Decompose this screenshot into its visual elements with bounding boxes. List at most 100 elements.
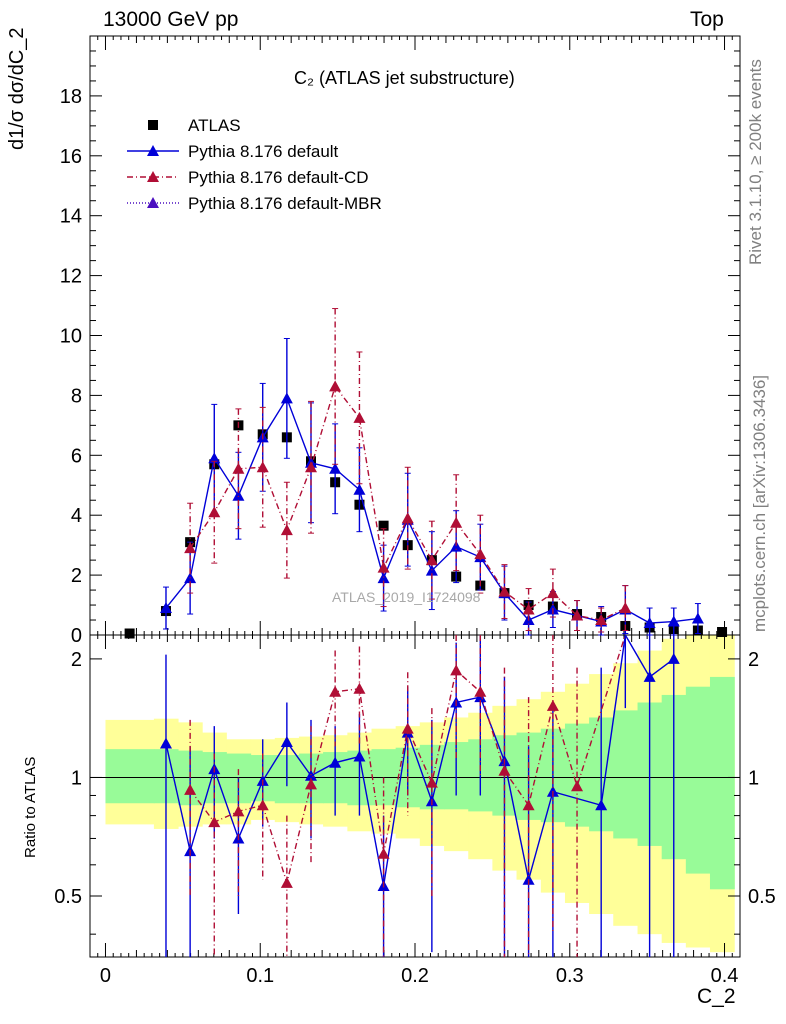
data-series [124,308,728,957]
data-point [377,561,390,573]
ratio-line [189,634,626,886]
x-tick-label: 0.4 [711,965,739,987]
ratio-point [280,736,293,748]
data-point [280,392,293,404]
data-point [667,615,680,627]
data-point [353,411,366,423]
data-point [232,462,245,474]
ratio-point [280,876,293,888]
mcplots-label: mcplots.cern.ch [arXiv:1306.3436] [750,374,769,632]
legend-marker [147,171,159,182]
data-point [378,520,389,531]
data-point [280,524,293,536]
y-tick-label: 8 [71,385,82,407]
ratio-point [159,737,172,749]
plot-title: C₂ (ATLAS jet substructure) [294,68,515,88]
series-2 [184,308,632,633]
data-point [159,602,172,614]
green-band-bin [709,676,735,890]
data-point [546,587,559,599]
y-tick-label: 6 [71,445,82,467]
data-point [305,461,317,473]
y-tick-label: 16 [60,146,82,168]
data-point [353,483,366,495]
green-band-bin [613,710,639,839]
uncertainty-bands [105,635,735,953]
ratio-point [305,769,317,781]
data-point [691,612,704,624]
ratio-point [232,805,245,817]
rivet-version-label: Rivet 3.1.10, ≥ 200k events [746,59,765,265]
green-band-bin [685,686,711,874]
x-tick-label: 0.1 [246,965,274,987]
data-point [498,585,511,597]
ratio-series-1 [184,634,626,957]
ratio-point [667,652,680,664]
y-axis-label-top: d1/σ dσ/dC_2 [6,27,28,150]
ratio-point [208,816,221,828]
data-point [256,461,269,473]
data-point [329,380,342,392]
ratio-point [643,670,656,682]
ratio-y-tick-label: 2 [71,649,82,671]
ratio-point [522,799,535,811]
data-point [619,602,632,614]
ratio-panel-series [159,632,680,957]
data-point [124,628,135,639]
y-tick-label: 10 [60,326,82,348]
ratio-band-group [105,635,735,953]
ratio-point [401,722,414,734]
x-axis-label: C_2 [697,985,736,1008]
ratio-point [329,756,342,768]
data-point [643,617,656,629]
ratio-point [353,750,366,762]
top-panel-series [124,308,728,639]
data-point [522,603,535,615]
y-tick-label: 2 [71,565,82,587]
ratio-point [184,783,197,795]
data-point [450,540,463,552]
data-point [474,548,487,560]
ratio-point [450,664,463,676]
ratio-point [498,764,511,776]
data-point [717,627,728,638]
ratio-point [571,780,584,792]
y-tick-label: 4 [71,505,82,527]
legend-marker [147,197,159,208]
y-tick-label: 18 [60,86,82,108]
legend-marker [147,145,159,156]
data-point [208,506,221,518]
y-tick-label: 12 [60,266,82,288]
ratio-y-tick-label: 0.5 [748,886,776,908]
legend-marker [148,120,158,130]
data-point [450,516,463,528]
series-0 [124,420,728,639]
legend-label: Pythia 8.176 default [188,142,339,161]
data-point [425,554,438,566]
watermark-label: ATLAS_2019_I1724098 [332,589,481,605]
legend: ATLAS Pythia 8.176 default Pythia 8.176 de… [127,116,382,213]
ratio-y-tick-label: 0.5 [54,886,82,908]
ratio-point [329,685,342,697]
legend-label: ATLAS [188,116,241,135]
ratio-y-tick-label: 1 [71,767,82,789]
x-tick-label: 0.2 [401,965,429,987]
x-tick-label: 0 [100,965,111,987]
ratio-point [425,776,438,788]
ratio-y-tick-label: 2 [748,649,759,671]
data-point [595,614,608,626]
ratio-point [474,685,487,697]
data-point [208,452,221,464]
ratio-point [595,799,608,811]
y-axis-label-ratio: Ratio to ATLAS [22,756,39,858]
ratio-y-tick-label: 1 [748,767,759,789]
ratio-point [353,682,366,694]
y-tick-label: 0 [71,625,82,647]
data-point [571,609,584,621]
data-point [232,489,245,501]
header-right-label: Top [690,8,724,31]
x-tick-label: 0.3 [556,965,584,987]
green-band-bin [105,749,155,804]
